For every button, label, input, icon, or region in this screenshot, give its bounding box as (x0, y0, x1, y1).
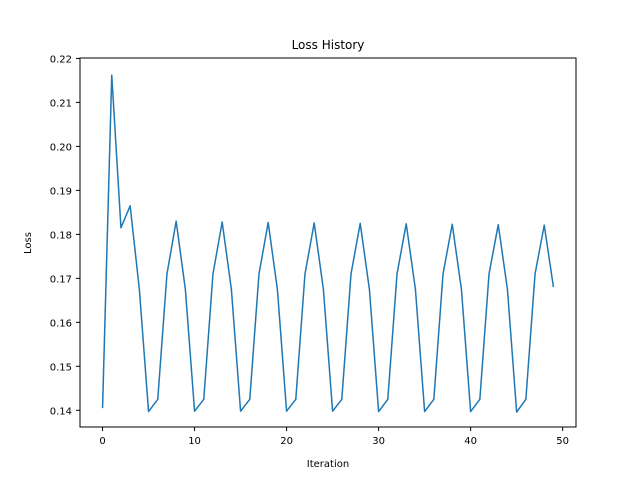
data-point (175, 220, 177, 222)
data-point (534, 273, 536, 275)
plot-area (101, 74, 555, 413)
data-point (341, 398, 343, 400)
data-point (433, 398, 435, 400)
data-point (369, 289, 371, 291)
data-point (212, 273, 214, 275)
data-point (470, 411, 472, 413)
data-point (304, 273, 306, 275)
data-point (461, 289, 463, 291)
data-point (286, 410, 288, 412)
y-tick-label: 0.22 (50, 54, 72, 65)
data-point (240, 410, 242, 412)
data-point (129, 205, 131, 207)
data-point (424, 411, 426, 413)
data-point (203, 398, 205, 400)
x-tick-label: 40 (464, 436, 477, 447)
x-tick-label: 50 (556, 436, 569, 447)
y-tick-label: 0.18 (50, 230, 72, 241)
y-tick-label: 0.16 (50, 318, 72, 329)
data-point (479, 398, 481, 400)
data-point (323, 289, 325, 291)
data-point (553, 286, 555, 288)
data-point (194, 410, 196, 412)
data-point (166, 273, 168, 275)
data-point (405, 223, 407, 225)
x-tick-label: 20 (280, 436, 293, 447)
axes-frame (79, 57, 577, 428)
data-point (415, 289, 417, 291)
data-point (258, 273, 260, 275)
data-point (231, 289, 233, 291)
data-point (396, 273, 398, 275)
x-axis-label: Iteration (307, 459, 349, 470)
x-tick-label: 10 (188, 436, 201, 447)
y-axis: 0.14 0.15 0.16 0.17 0.18 0.19 0.20 0.21 0.22 (50, 54, 80, 417)
data-point (516, 411, 518, 413)
data-point (350, 273, 352, 275)
data-point (295, 398, 297, 400)
x-tick-label: 0 (99, 436, 105, 447)
data-point (267, 222, 269, 224)
data-point (378, 411, 380, 413)
data-point (525, 398, 527, 400)
x-axis: 0 10 20 30 40 50 (99, 427, 569, 447)
data-point (488, 273, 490, 275)
data-point (185, 289, 187, 291)
data-point (497, 224, 499, 226)
y-tick-label: 0.19 (50, 186, 72, 197)
data-point (221, 221, 223, 223)
data-point (120, 227, 122, 229)
y-tick-label: 0.21 (50, 98, 72, 109)
y-tick-label: 0.20 (50, 142, 72, 153)
data-point (451, 223, 453, 225)
data-point (543, 224, 545, 226)
data-point (359, 223, 361, 225)
data-point (139, 289, 141, 291)
data-point (157, 398, 159, 400)
data-point (249, 398, 251, 400)
data-point (387, 398, 389, 400)
y-tick-label: 0.14 (50, 406, 72, 417)
data-point (111, 74, 113, 76)
data-point (313, 222, 315, 224)
y-tick-label: 0.15 (50, 362, 72, 373)
x-tick-label: 30 (372, 436, 385, 447)
loss-series-line (101, 74, 555, 413)
y-tick-label: 0.17 (50, 274, 72, 285)
data-point (277, 289, 279, 291)
data-point (102, 407, 104, 409)
data-point (507, 289, 509, 291)
data-point (442, 273, 444, 275)
data-point (148, 411, 150, 413)
chart-title: Loss History (292, 38, 365, 52)
data-point (332, 410, 334, 412)
y-axis-label: Loss (23, 232, 34, 254)
